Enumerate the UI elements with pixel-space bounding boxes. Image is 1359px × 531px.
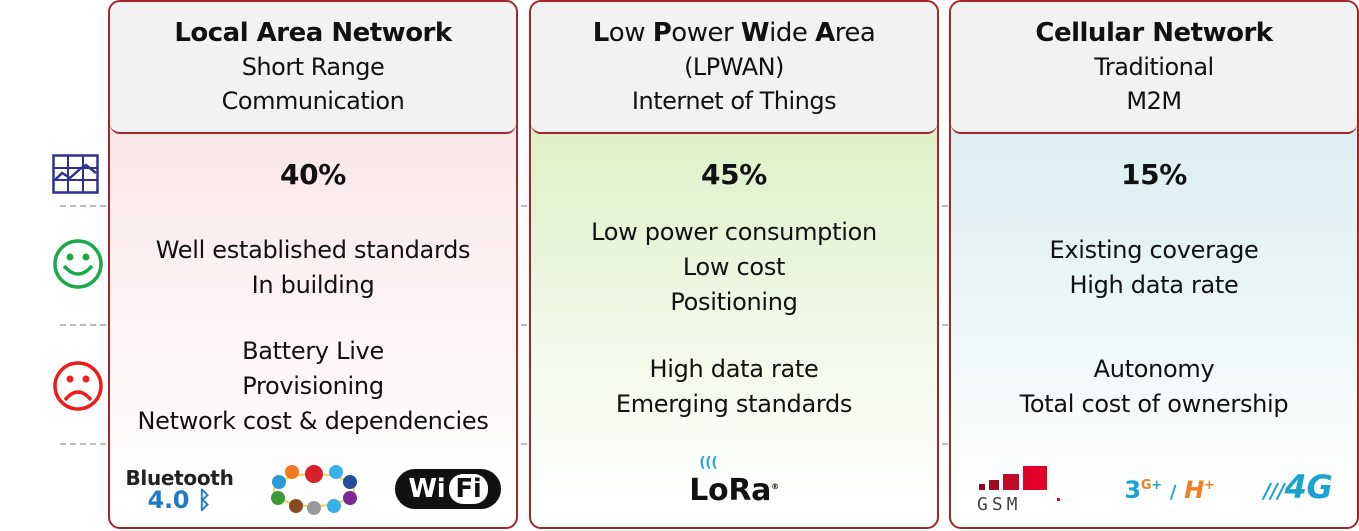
column-subtitle: Short Range: [241, 53, 385, 81]
pro-item: Well established standards: [155, 235, 471, 264]
pro-item: Low cost: [682, 253, 786, 281]
logos: ((( LoRa®: [531, 447, 937, 527]
column-lan: Local Area Network Short Range Communica…: [108, 0, 518, 529]
pro-item: Low power consumption: [591, 218, 877, 246]
smiley-happy-icon: [53, 239, 103, 289]
column-header: Cellular Network Traditional M2M: [951, 2, 1357, 134]
pro-item: Existing coverage: [1049, 235, 1259, 264]
cons: Battery Live Provisioning Network cost &…: [110, 328, 516, 445]
logos: Bluetooth 4.0 ᛒ Wi Fi: [110, 447, 516, 527]
lora-logo: ((( LoRa®: [689, 455, 779, 508]
4g-logo: ///4G: [1263, 467, 1333, 506]
market-share: 15%: [1120, 158, 1188, 191]
cons: Autonomy Total cost of ownership: [951, 328, 1357, 445]
cons: High data rate Emerging standards: [531, 328, 937, 445]
column-title: Local Area Network: [174, 18, 452, 48]
logos: GSM 3G+ / H+ ///4G: [951, 447, 1357, 527]
con-item: Emerging standards: [615, 389, 853, 418]
column-header: Low Power Wide Area (LPWAN) Internet of …: [531, 2, 937, 134]
con-item: Battery Live: [242, 337, 384, 365]
wifi-logo: Wi Fi: [395, 469, 501, 509]
con-item: Network cost & dependencies: [137, 407, 489, 435]
column-subtitle: (LPWAN): [684, 53, 784, 81]
chart-icon: [52, 154, 99, 194]
gsm-logo: GSM: [977, 466, 1061, 514]
market-share: 40%: [279, 158, 347, 191]
column-subtitle: M2M: [1126, 87, 1182, 115]
con-item: Autonomy: [1093, 354, 1215, 383]
column-cellular: Cellular Network Traditional M2M 15% Exi…: [949, 0, 1359, 529]
pros: Well established standards In building: [110, 209, 516, 326]
svg-text:GSM: GSM: [977, 494, 1022, 514]
zigbee-logo: [271, 464, 358, 515]
column-subtitle: Internet of Things: [631, 87, 837, 115]
bluetooth-logo: Bluetooth 4.0 ᛒ: [125, 465, 234, 514]
pro-item: Positioning: [670, 288, 798, 316]
column-title: Cellular Network: [1035, 18, 1273, 48]
column-title: Low Power Wide Area: [592, 18, 876, 48]
pro-item: In building: [251, 270, 375, 299]
con-item: Total cost of ownership: [1019, 389, 1289, 418]
column-subtitle: Traditional: [1094, 53, 1214, 81]
pros: Existing coverage High data rate: [951, 209, 1357, 326]
smiley-sad-icon: [53, 361, 103, 411]
3g-h-logo: 3G+ / H+: [1124, 476, 1215, 504]
column-lpwan: Low Power Wide Area (LPWAN) Internet of …: [529, 0, 939, 529]
con-item: Provisioning: [242, 372, 384, 400]
column-header: Local Area Network Short Range Communica…: [110, 2, 516, 134]
pro-item: High data rate: [1069, 270, 1239, 299]
market-share: 45%: [700, 158, 768, 191]
pros: Low power consumption Low cost Positioni…: [531, 209, 937, 326]
con-item: High data rate: [649, 354, 819, 383]
column-subtitle: Communication: [221, 87, 405, 115]
